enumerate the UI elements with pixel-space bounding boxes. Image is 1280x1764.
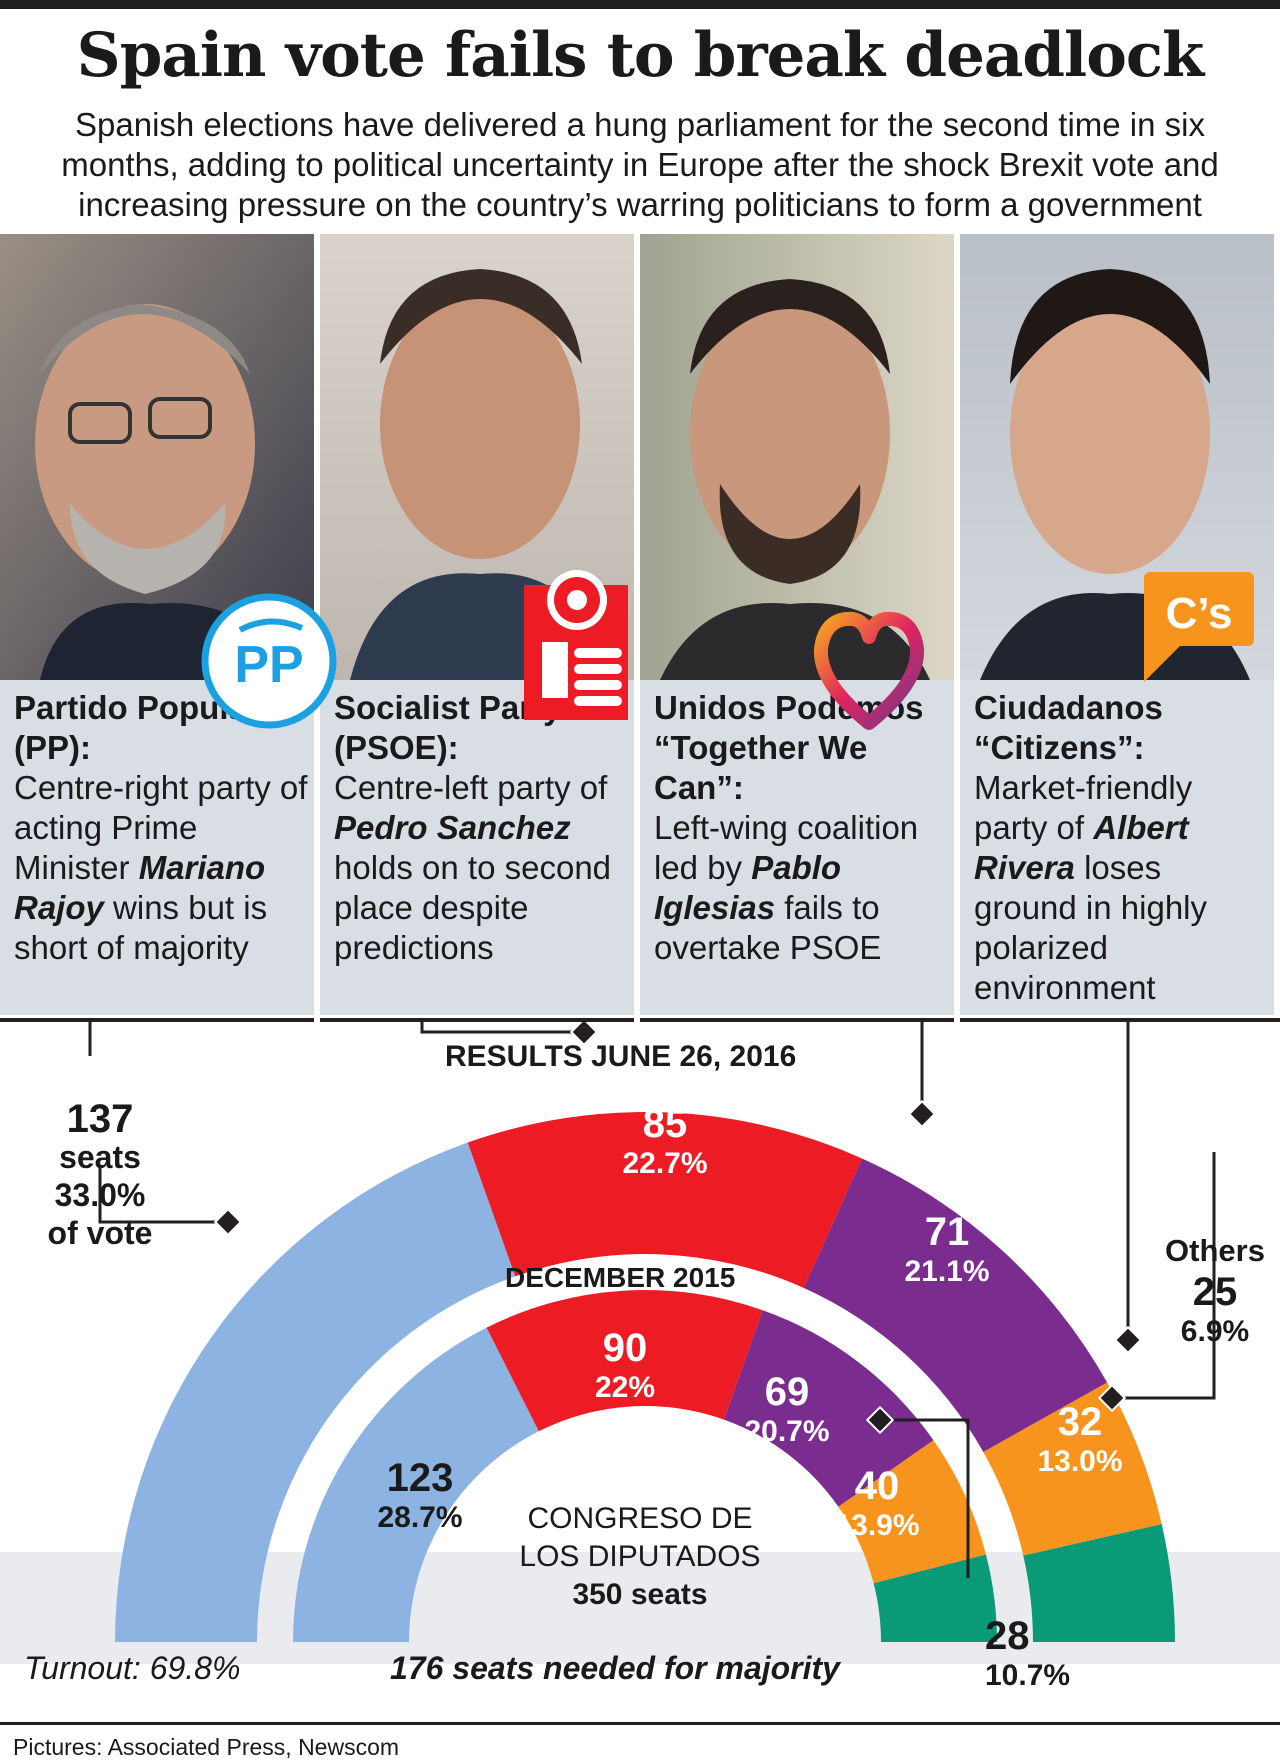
- divider: [320, 1018, 634, 1022]
- cs-2016-label: 32 13.0%: [1037, 1400, 1123, 1478]
- turnout-label: Turnout: 69.8%: [24, 1650, 241, 1686]
- party-name: Ciudadanos “Citizens”:: [974, 689, 1163, 766]
- inner-ring-title: DECEMBER 2015: [505, 1262, 736, 1293]
- pp-logo-icon: PP: [200, 592, 338, 735]
- psoe-2016-label: 85 22.7%: [622, 1102, 708, 1180]
- segment-outer-cs: [983, 1382, 1162, 1556]
- dot-others-2015: [865, 1405, 895, 1435]
- svg-text:C’s: C’s: [1166, 589, 1233, 638]
- majority-note: 176 seats needed for majority: [390, 1650, 840, 1686]
- divider: [960, 1018, 1280, 1022]
- segment-outer-others: [1023, 1524, 1175, 1642]
- segment-inner-psoe: [486, 1290, 763, 1432]
- segment-inner-pp: [293, 1327, 539, 1642]
- party-description: Socialist Party (PSOE): Centre-left party…: [334, 688, 630, 968]
- party-description: Unidos Podemos “Together We Can”: Left-w…: [654, 688, 950, 968]
- dot-others: [1097, 1383, 1127, 1413]
- ciudadanos-speech-bubble-logo-icon: C’s: [1140, 568, 1258, 693]
- leader-name: Pablo Iglesias: [654, 849, 842, 926]
- center-label: CONGRESO DE LOS DIPUTADOS 350 seats: [519, 1502, 761, 1611]
- leader-name: Pedro Sanchez: [334, 809, 571, 846]
- leader-name: Albert Rivera: [974, 809, 1189, 886]
- segment-inner-others: [873, 1554, 997, 1642]
- seat-chart: [0, 1022, 1280, 1664]
- segment-outer-pp: [115, 1142, 516, 1642]
- leader-line-others: [1112, 1152, 1216, 1400]
- leader-line-psoe-run: [420, 1022, 590, 1034]
- party-name: Socialist Party (PSOE):: [334, 689, 562, 766]
- top-rule: [0, 0, 1280, 9]
- podemos-2016-label: 71 21.1%: [904, 1210, 990, 1288]
- bottom-rule: [0, 1722, 1280, 1725]
- segment-inner-podemos: [723, 1310, 934, 1507]
- outer-ring-title: RESULTS JUNE 26, 2016: [445, 1040, 797, 1073]
- segment-outer-psoe: [467, 1112, 863, 1289]
- podemos-2015-label: 69 20.7%: [744, 1370, 830, 1448]
- dot-cs: [1113, 1325, 1143, 1355]
- others-2016-label: Others 25 6.9%: [1165, 1233, 1265, 1348]
- leader-line-others-2015: [880, 1418, 970, 1578]
- segment-inner-cs: [838, 1440, 986, 1584]
- party-name: Unidos Podemos “Together We Can”:: [654, 689, 924, 806]
- photo-credit: Pictures: Associated Press, Newscom: [13, 1734, 400, 1760]
- svg-text:PP: PP: [234, 636, 303, 694]
- psoe-rose-fist-logo-icon: [522, 560, 632, 730]
- intro-text: Spanish elections have delivered a hung …: [61, 106, 1219, 223]
- podemos-heart-logo-icon: [813, 605, 925, 740]
- dot-psoe: [569, 1022, 599, 1047]
- photo-iglesias: [640, 234, 954, 680]
- party-card-podemos: Unidos Podemos “Together We Can”: Left-w…: [640, 234, 954, 1015]
- segment-outer-podemos: [803, 1158, 1108, 1453]
- page-title: Spain vote fails to break deadlock: [76, 20, 1205, 91]
- divider: [0, 1018, 314, 1022]
- others-2015-label: 28 10.7%: [985, 1614, 1071, 1692]
- party-description: Ciudadanos “Citizens”: Market-friendly pa…: [974, 688, 1270, 1008]
- dot-podemos: [907, 1099, 937, 1129]
- divider: [640, 1018, 954, 1022]
- dot-pp: [213, 1207, 243, 1237]
- pp-2016-label: 137 seats 33.0% of vote: [47, 1097, 153, 1251]
- psoe-2015-label: 90 22%: [594, 1326, 656, 1404]
- leader-line-pp-lower: [98, 1166, 226, 1224]
- cs-2015-label: 40 13.9%: [834, 1464, 920, 1542]
- leader-name: Mariano Rajoy: [14, 849, 266, 926]
- pp-2015-label: 123 28.7%: [377, 1456, 463, 1534]
- party-description: Partido Popular (PP): Centre-right party …: [14, 688, 310, 968]
